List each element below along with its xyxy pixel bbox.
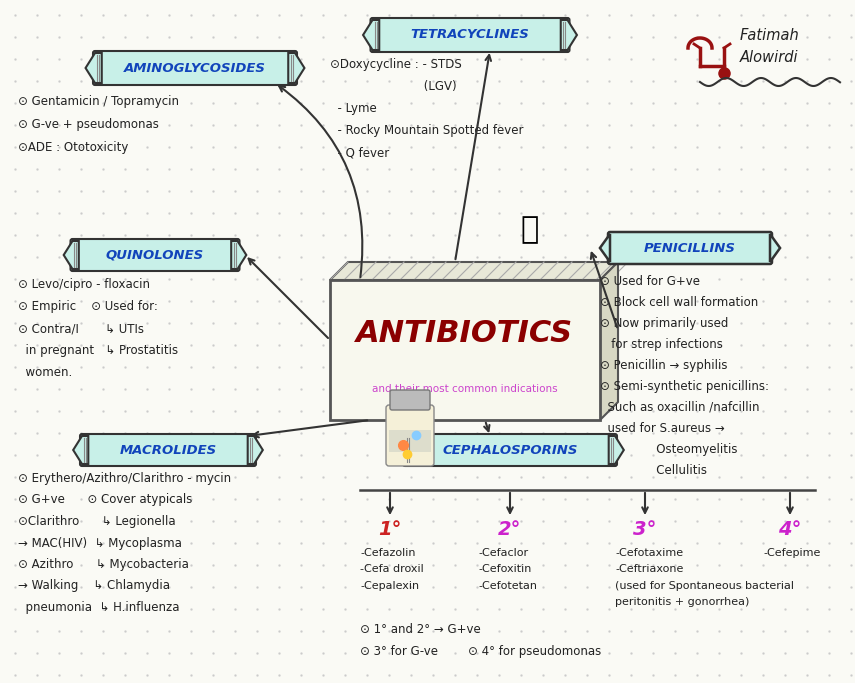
- Polygon shape: [609, 436, 624, 464]
- Polygon shape: [330, 262, 618, 280]
- FancyBboxPatch shape: [403, 434, 617, 466]
- FancyBboxPatch shape: [80, 434, 256, 466]
- FancyBboxPatch shape: [370, 18, 569, 52]
- Text: 2°: 2°: [498, 520, 522, 539]
- Text: TETRACYCLINES: TETRACYCLINES: [410, 29, 529, 42]
- Text: -Cefotaxime
-Ceftriaxone
(used for Spontaneous bacterial
peritonitis + gonorrhea: -Cefotaxime -Ceftriaxone (used for Spont…: [615, 548, 794, 607]
- Polygon shape: [86, 53, 102, 83]
- FancyBboxPatch shape: [389, 430, 431, 452]
- Polygon shape: [561, 20, 577, 50]
- Text: ⊙ 1° and 2° → G+ve: ⊙ 1° and 2° → G+ve: [360, 623, 481, 636]
- Polygon shape: [74, 436, 88, 464]
- Text: and their most common indications: and their most common indications: [372, 385, 557, 394]
- Polygon shape: [288, 53, 304, 83]
- FancyBboxPatch shape: [390, 390, 430, 410]
- Polygon shape: [63, 241, 79, 269]
- Polygon shape: [248, 436, 262, 464]
- Polygon shape: [231, 241, 246, 269]
- Text: AMINOGLYCOSIDES: AMINOGLYCOSIDES: [124, 61, 266, 74]
- Polygon shape: [396, 436, 411, 464]
- Text: ⊙ Erythero/Azithro/Clarithro - mycin
⊙ G+ve      ⊙ Cover atypicals
⊙Clarithro   : ⊙ Erythero/Azithro/Clarithro - mycin ⊙ G…: [18, 472, 231, 614]
- Text: 4°: 4°: [778, 520, 802, 539]
- FancyBboxPatch shape: [386, 405, 434, 466]
- Text: -Cefazolin
-Cefa droxil
-Cepalexin: -Cefazolin -Cefa droxil -Cepalexin: [360, 548, 424, 591]
- Text: 1°: 1°: [378, 520, 402, 539]
- Polygon shape: [363, 20, 380, 50]
- Polygon shape: [600, 262, 618, 420]
- Text: 3°: 3°: [634, 520, 657, 539]
- Text: Fatimah
Alowirdi: Fatimah Alowirdi: [740, 28, 799, 65]
- Text: QUINOLONES: QUINOLONES: [106, 249, 204, 262]
- Text: ⊙ Gentamicin / Topramycin
⊙ G-ve + pseudomonas
⊙ADE : Ototoxicity: ⊙ Gentamicin / Topramycin ⊙ G-ve + pseud…: [18, 95, 179, 154]
- FancyBboxPatch shape: [70, 239, 239, 271]
- Text: ⊙ 3° for G-ve        ⊙ 4° for pseudomonas: ⊙ 3° for G-ve ⊙ 4° for pseudomonas: [360, 645, 601, 658]
- Text: ⊙Doxycycline : - STDS
                         (LGV)
  - Lyme
  - Rocky Mountain: ⊙Doxycycline : - STDS (LGV) - Lyme - Roc…: [330, 58, 523, 159]
- Text: -Cefepime: -Cefepime: [763, 548, 821, 558]
- FancyBboxPatch shape: [93, 51, 297, 85]
- Text: 🐑: 🐑: [521, 216, 540, 245]
- FancyBboxPatch shape: [330, 280, 600, 420]
- FancyBboxPatch shape: [608, 232, 772, 264]
- Text: ⊙ Used for G+ve
⊙ Block cell wall formation
⊙ Now primarily used
   for strep in: ⊙ Used for G+ve ⊙ Block cell wall format…: [600, 275, 769, 477]
- Polygon shape: [770, 234, 780, 262]
- Text: ANTIBIOTICS: ANTIBIOTICS: [357, 319, 574, 348]
- Text: CEPHALOSPORINS: CEPHALOSPORINS: [442, 443, 578, 456]
- Polygon shape: [600, 234, 610, 262]
- Text: ⊙ Levo/cipro - floxacin
⊙ Empiric    ⊙ Used for:
⊙ Contra/I       ↳ UTIs
  in pr: ⊙ Levo/cipro - floxacin ⊙ Empiric ⊙ Used…: [18, 278, 178, 379]
- Text: -Cefaclor
-Cefoxitin
-Cefotetan: -Cefaclor -Cefoxitin -Cefotetan: [478, 548, 537, 591]
- Text: MACROLIDES: MACROLIDES: [120, 443, 216, 456]
- Text: PENICILLINS: PENICILLINS: [644, 242, 736, 255]
